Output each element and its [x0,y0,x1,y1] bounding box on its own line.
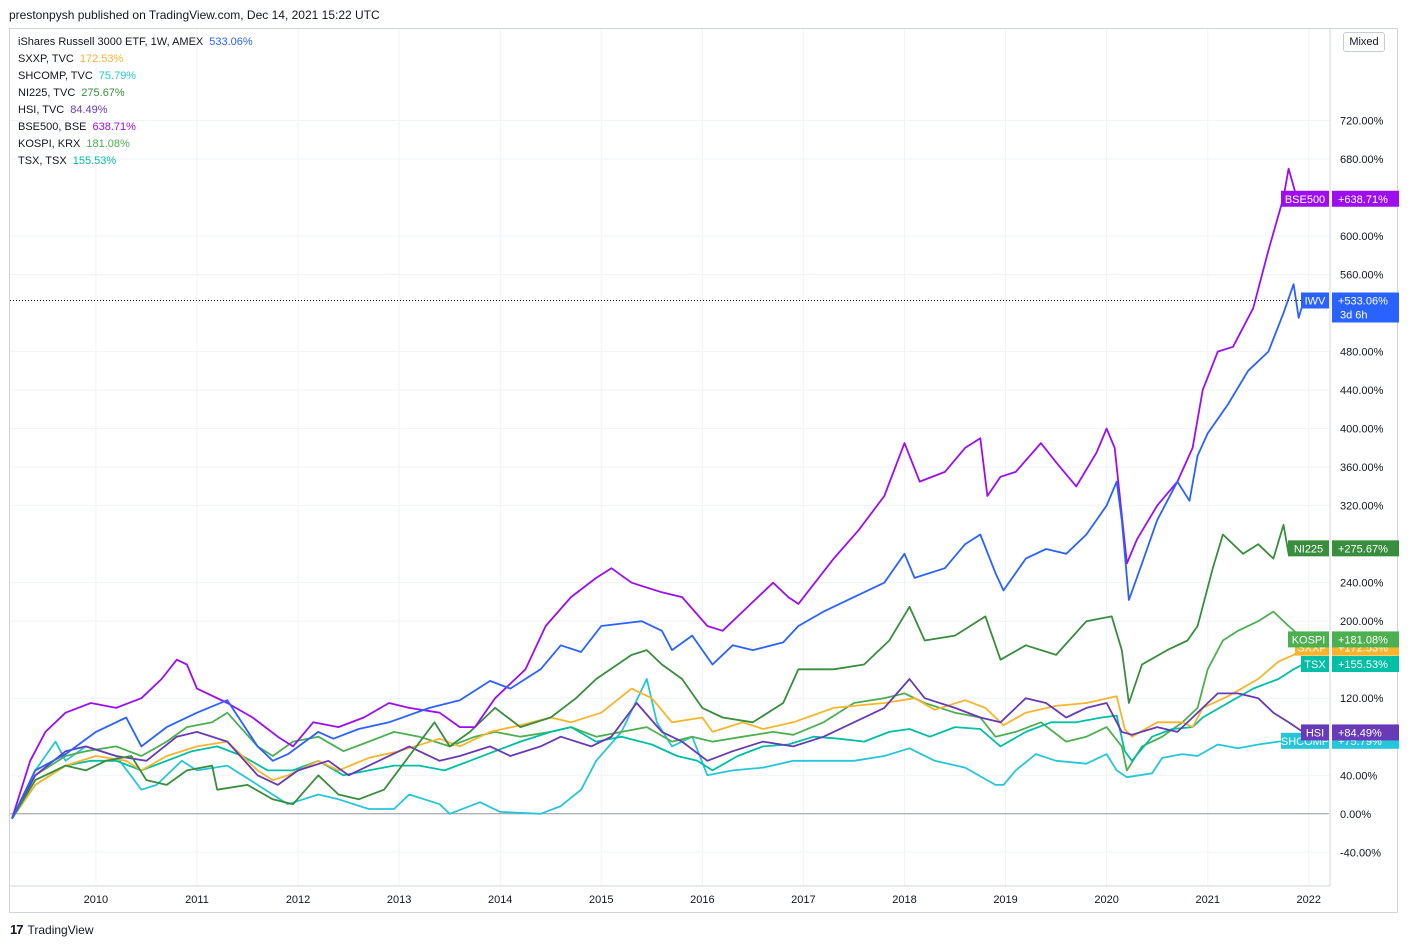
legend-value: 181.08% [86,138,130,150]
legend-row-sxxp[interactable]: SXXP, TVC 172.53% [18,51,253,68]
y-tick-label: 600.00% [1340,231,1384,243]
tradingview-logo-icon: 17 [10,922,24,937]
series-value-badge: +638.71% [1338,194,1388,206]
legend-value: 172.53% [79,53,124,65]
legend: iShares Russell 3000 ETF, 1W, AMEX 533.06… [18,34,253,170]
series-name-tag: NI225 [1294,543,1323,555]
y-tick-label: 320.00% [1340,501,1384,513]
y-tick-label: 560.00% [1340,270,1384,282]
x-tick-label: 2017 [791,894,815,906]
x-tick-label: 2011 [185,894,209,906]
series-value-badge-bg [1332,631,1399,648]
series-name-tag-bg [1301,656,1329,673]
legend-row-ni225[interactable]: NI225, TVC 275.67% [18,85,253,102]
legend-value: 75.79% [98,70,137,82]
series-value-badge: +181.08% [1338,634,1388,646]
legend-row-hsi[interactable]: HSI, TVC 84.49% [18,102,253,119]
footer-brand: TradingView [27,922,94,937]
x-tick-label: 2015 [589,894,613,906]
legend-label: TSX, TSX [18,155,67,167]
legend-label: HSI, TVC [18,104,65,116]
series-line-iwv [11,283,1305,819]
legend-value: 533.06% [209,36,253,48]
series-value-badge-bg [1332,724,1399,741]
series-value-badge: +275.67% [1338,543,1388,555]
x-tick-label: 2014 [488,894,512,906]
series-value-badge: +533.06% [1338,295,1388,307]
chart-frame [9,28,1398,913]
series-value-badge-bg [1332,540,1399,557]
y-tick-label: 360.00% [1340,462,1384,474]
series-name-tag: KOSPI [1292,634,1326,646]
series-line-kospi [11,610,1305,820]
y-tick-label: 400.00% [1340,424,1384,436]
series-name-tag: BSE500 [1285,194,1325,206]
series-value-badge-bg [1332,190,1399,207]
legend-value: 638.71% [92,121,136,133]
y-tick-label: 680.00% [1340,154,1384,166]
y-tick-label: 40.00% [1340,770,1378,782]
legend-row-kospi[interactable]: KOSPI, KRX 181.08% [18,136,253,153]
series-line-bse500 [11,167,1304,819]
series-name-tag: HSI [1306,727,1324,739]
series-line-ni225 [11,524,1300,820]
series-value-badge: +155.53% [1338,659,1388,671]
legend-label: SHCOMP, TVC [18,70,93,82]
scale-mode-button[interactable]: Mixed [1343,32,1385,52]
series-line-tsx [11,663,1305,820]
footer: 17 TradingView [10,922,94,937]
legend-value: 84.49% [70,104,108,116]
x-tick-label: 2018 [892,894,916,906]
series-name-tag-bg [1301,292,1329,309]
publication-info: prestonpysh published on TradingView.com… [9,8,380,22]
y-tick-label: 440.00% [1340,385,1384,397]
y-tick-label: 480.00% [1340,347,1384,359]
legend-label: SXXP, TVC [18,53,74,65]
series-name-tag-bg [1288,631,1329,648]
y-tick-label: 240.00% [1340,578,1384,590]
x-tick-label: 2012 [286,894,310,906]
series-value-badge-extra: 3d 6h [1340,309,1368,321]
legend-row-iwv[interactable]: iShares Russell 3000 ETF, 1W, AMEX 533.06… [18,34,253,51]
legend-row-bse500[interactable]: BSE500, BSE 638.71% [18,119,253,136]
legend-value: 275.67% [81,87,125,99]
x-tick-label: 2020 [1094,894,1118,906]
y-tick-label: 0.00% [1340,809,1371,821]
series-value-badge: +84.49% [1338,727,1382,739]
series-name-tag: TSX [1304,659,1326,671]
x-tick-label: 2019 [993,894,1017,906]
y-tick-label: 200.00% [1340,616,1384,628]
legend-value: 155.53% [72,155,117,167]
legend-label: BSE500, BSE [18,121,87,133]
series-name-tag-bg [1281,190,1329,207]
y-tick-label: -40.00% [1340,847,1381,859]
legend-row-tsx[interactable]: TSX, TSX 155.53% [18,153,253,170]
x-tick-label: 2013 [387,894,411,906]
legend-label: iShares Russell 3000 ETF, 1W, AMEX [18,36,204,48]
y-tick-label: 720.00% [1340,115,1384,127]
y-tick-label: 120.00% [1340,693,1384,705]
x-tick-label: 2021 [1195,894,1219,906]
series-name-tag-bg [1301,724,1329,741]
legend-label: KOSPI, KRX [18,138,81,150]
series-name-tag: IWV [1305,295,1326,307]
x-tick-label: 2016 [690,894,714,906]
series-line-hsi [11,678,1305,820]
x-tick-label: 2010 [84,894,108,906]
series-value-badge-bg [1332,292,1399,323]
series-value-badge-bg [1332,656,1399,673]
legend-label: NI225, TVC [18,87,76,99]
series-name-tag-bg [1288,540,1329,557]
legend-row-shcomp[interactable]: SHCOMP, TVC 75.79% [18,68,253,85]
x-tick-label: 2022 [1297,894,1321,906]
